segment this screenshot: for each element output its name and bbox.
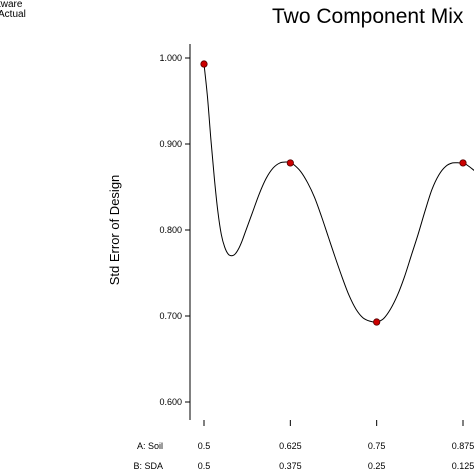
y-tick-label: 0.700 <box>159 311 182 321</box>
corner-text-line-1: tware <box>0 0 23 10</box>
y-tick-label: 0.900 <box>159 139 182 149</box>
corner-text-line-2: Actual <box>0 9 26 20</box>
x-tick-label: 0.875 <box>452 441 474 451</box>
design-point-marker <box>200 60 208 68</box>
y-tick-label: 0.600 <box>159 397 182 407</box>
x-tick-label: 0.5 <box>198 441 211 451</box>
y-tick-label: 0.800 <box>159 225 182 235</box>
x-tick-label: 0.75 <box>368 441 386 451</box>
std-error-curve <box>203 63 474 323</box>
y-tick-label: 1.000 <box>159 53 182 63</box>
x-tick-label: 0.25 <box>368 461 386 471</box>
design-point-marker <box>459 159 467 167</box>
x-axis-row-label: B: SDA <box>133 461 163 471</box>
x-axis-row-label: A: Soil <box>137 441 163 451</box>
x-tick-label: 0.625 <box>279 441 302 451</box>
x-tick-label: 0.125 <box>452 461 474 471</box>
x-tick-label: 0.375 <box>279 461 302 471</box>
x-tick-label: 0.5 <box>198 461 211 471</box>
chart-title: Two Component Mix <box>272 5 464 28</box>
design-point-marker <box>286 159 294 167</box>
y-axis-label: Std Error of Design <box>107 175 122 286</box>
design-point-marker <box>373 318 381 326</box>
